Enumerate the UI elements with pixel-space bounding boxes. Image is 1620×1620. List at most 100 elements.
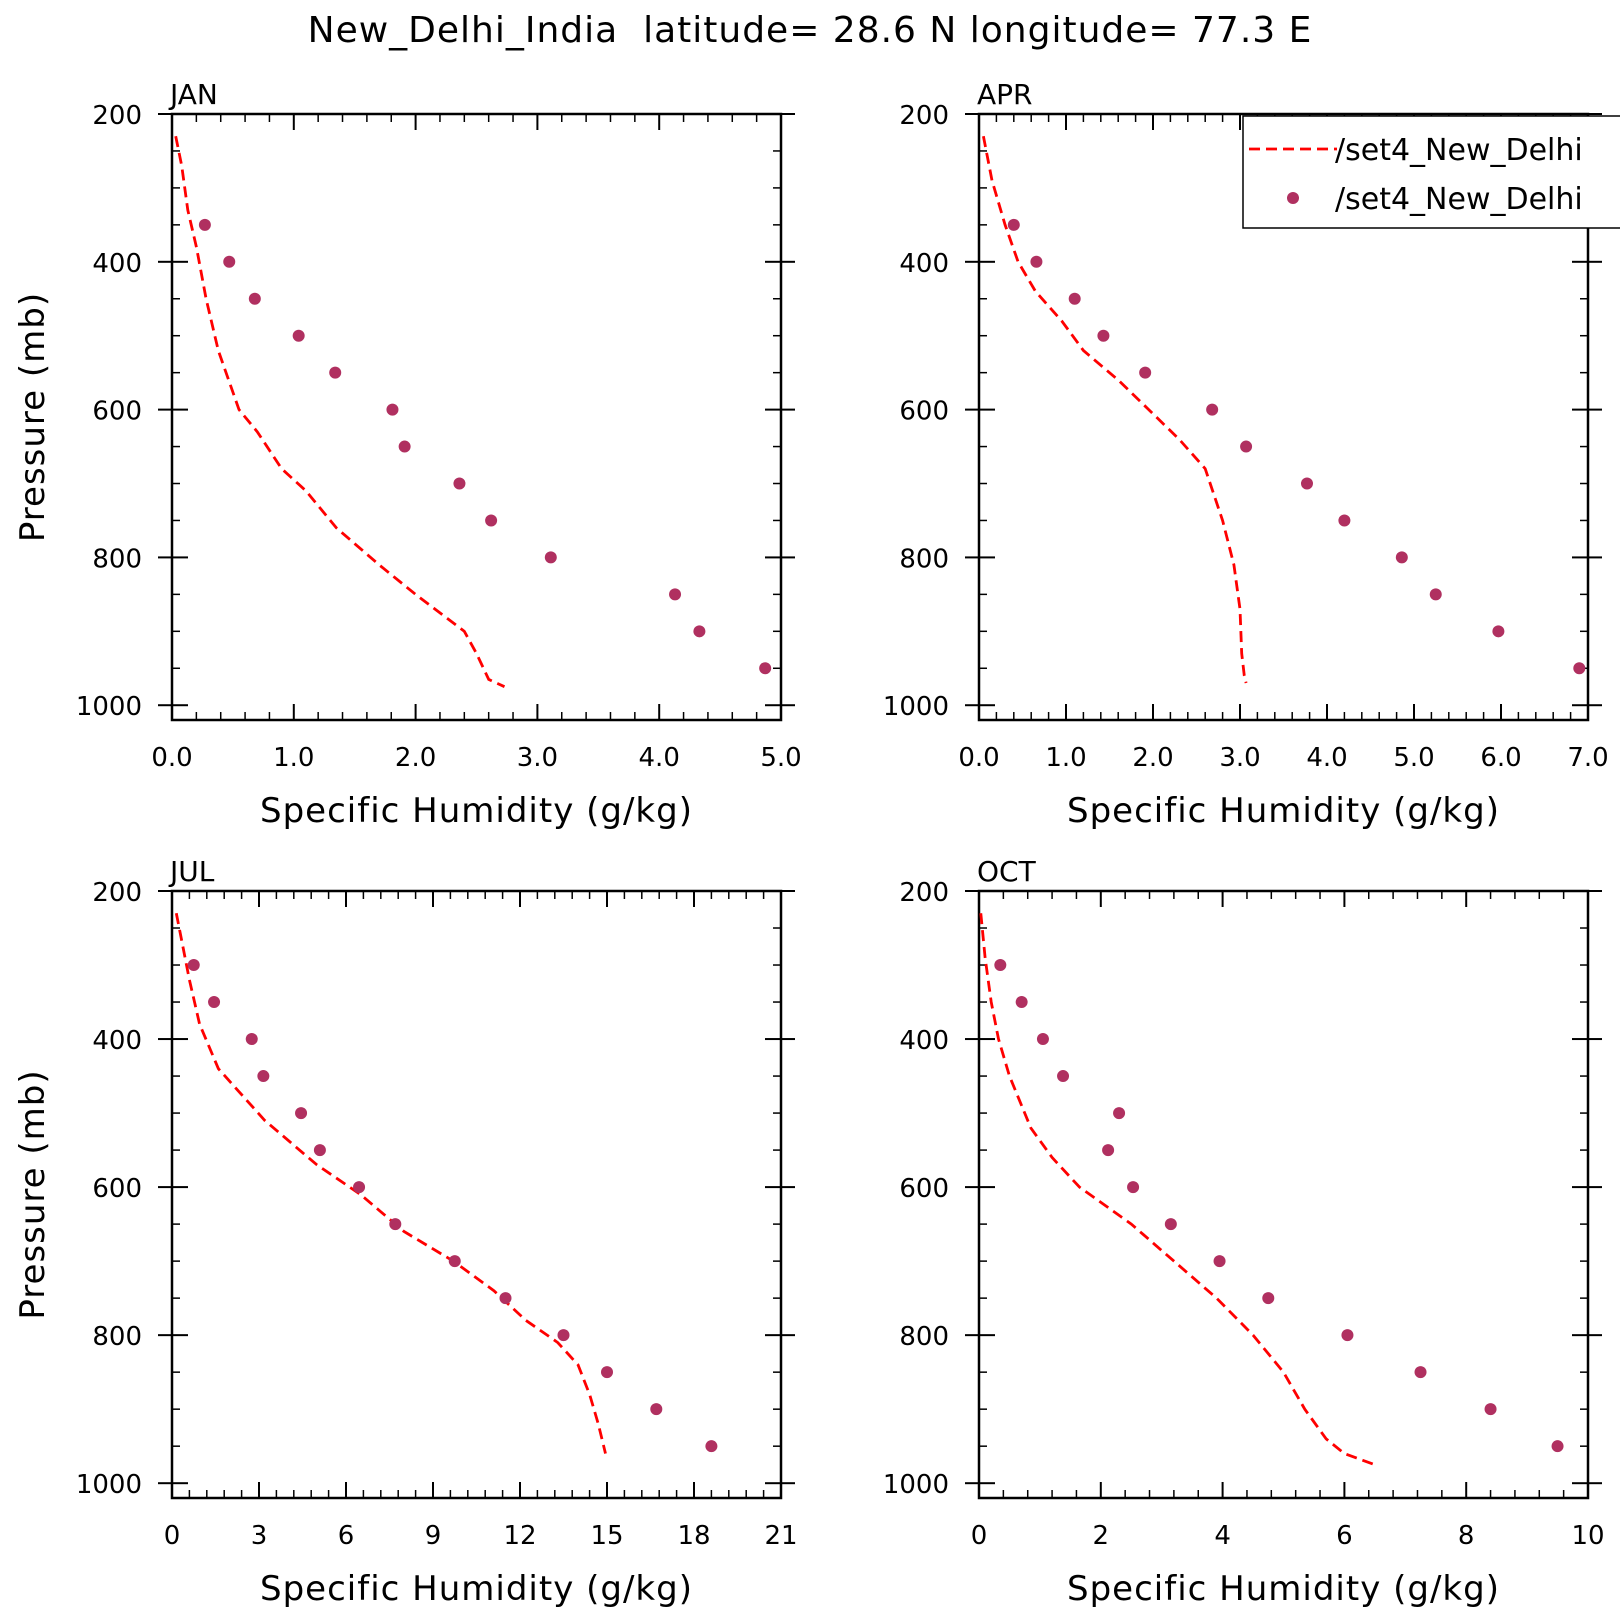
x-tick-label: 0.0 [151, 743, 192, 773]
x-tick-label: 12 [503, 1521, 536, 1551]
x-tick-label: 1.0 [273, 743, 314, 773]
x-tick-label: 5.0 [760, 743, 801, 773]
legend-label: /set4_New_Delhi [1335, 182, 1583, 217]
observation-point [223, 255, 236, 268]
y-tick-label: 800 [92, 1322, 142, 1352]
y-tick-label: 800 [92, 544, 142, 574]
x-tick-label: 3.0 [517, 743, 558, 773]
y-axis-label: Pressure (mb) [13, 1069, 53, 1319]
y-tick-label: 800 [899, 1322, 949, 1352]
y-tick-label: 400 [899, 1026, 949, 1056]
observation-point [1113, 1107, 1126, 1120]
model-profile-line [979, 913, 1376, 1467]
panel-label: APR [977, 78, 1033, 111]
x-tick-label: 2.0 [1132, 743, 1173, 773]
observation-point [1484, 1403, 1497, 1416]
y-tick-label: 1000 [76, 692, 142, 722]
x-tick-label: 6.0 [1480, 743, 1521, 773]
y-tick-label: 1000 [883, 1470, 949, 1500]
observation-point [353, 1181, 366, 1194]
observation-point [1097, 329, 1110, 342]
y-tick-label: 600 [92, 1174, 142, 1204]
y-tick-label: 400 [92, 1026, 142, 1056]
observation-point [1036, 1033, 1049, 1046]
y-tick-label: 600 [899, 1174, 949, 1204]
plot-frame [977, 112, 1590, 722]
observation-point [1573, 662, 1586, 675]
y-tick-label: 200 [899, 878, 949, 908]
legend-box [1242, 115, 1620, 229]
observation-point [245, 1033, 258, 1046]
observation-point [601, 1366, 613, 1379]
model-profile-line [174, 135, 506, 688]
observation-point [313, 1144, 326, 1157]
x-tick-label: 8 [1458, 1521, 1475, 1551]
x-tick-label: 2.0 [395, 743, 436, 773]
observation-point [1068, 292, 1081, 305]
observation-point [1057, 1070, 1070, 1083]
observation-point [557, 1329, 570, 1342]
legend: /set4_New_Delhi/set4_New_Delhi [1242, 115, 1620, 229]
observation-point [1007, 218, 1020, 231]
x-tick-label: 3.0 [1219, 743, 1260, 773]
y-tick-label: 1000 [76, 1470, 142, 1500]
x-tick-label: 18 [677, 1521, 710, 1551]
y-tick-label: 600 [92, 397, 142, 427]
observation-point [759, 662, 772, 675]
x-tick-label: 6 [1336, 1521, 1353, 1551]
observation-point [1240, 440, 1253, 453]
y-tick-label: 800 [899, 544, 949, 574]
observation-point [650, 1403, 663, 1416]
observation-point [198, 218, 211, 231]
observation-point [499, 1292, 512, 1305]
figure-title: New_Delhi_India latitude= 28.6 N longitu… [308, 10, 1313, 51]
observation-point [1338, 514, 1351, 527]
panel-oct: OCT 0 2 4 6 8 10 200 400 600 800 1000 Specific Humid… [883, 855, 1605, 1609]
observation-point [1551, 1440, 1564, 1453]
y-axis-label: Pressure (mb) [13, 292, 53, 542]
plot-frame [977, 889, 1590, 1500]
observation-point [705, 1440, 718, 1453]
x-tick-label: 9 [425, 1521, 442, 1551]
x-axis-label: Specific Humidity (g/kg) [260, 791, 693, 831]
plot-frame [170, 112, 783, 722]
x-tick-label: 4.0 [1306, 743, 1347, 773]
x-tick-label: 4 [1214, 1521, 1231, 1551]
x-tick-label: 3 [251, 1521, 268, 1551]
observation-point [693, 625, 706, 638]
y-tick-label: 400 [92, 249, 142, 279]
x-tick-label: 0 [971, 1521, 988, 1551]
panel-label: JUL [168, 855, 215, 888]
x-tick-label: 1.0 [1045, 743, 1086, 773]
observation-point [1139, 366, 1152, 379]
model-profile-line [174, 912, 607, 1454]
observation-point [669, 588, 682, 601]
panel-jan: JAN 0.0 1.0 2.0 3.0 4.0 5.0 200 400 600 800 1000 Spe… [13, 78, 802, 831]
x-tick-label: 6 [338, 1521, 355, 1551]
observation-point [448, 1255, 461, 1268]
observation-point [994, 959, 1007, 972]
observation-point [187, 959, 200, 972]
panel-jul: JUL 0 3 6 9 12 15 18 21 200 400 600 800 1000 Specific … [13, 855, 798, 1609]
observation-point [544, 551, 557, 564]
model-profile-line [982, 135, 1248, 684]
observation-point [386, 403, 399, 416]
observation-point [248, 292, 261, 305]
observation-point [1429, 588, 1442, 601]
panel-label: OCT [977, 855, 1037, 888]
y-tick-label: 400 [899, 249, 949, 279]
observation-point [1213, 1255, 1226, 1268]
observation-point [453, 477, 466, 490]
x-tick-label: 0.0 [958, 743, 999, 773]
y-tick-label: 200 [92, 101, 142, 131]
observation-point [1030, 255, 1043, 268]
observation-point [257, 1070, 270, 1083]
panel-label: JAN [168, 78, 218, 111]
observation-point [1395, 551, 1408, 564]
x-tick-label: 15 [590, 1521, 623, 1551]
x-axis-label: Specific Humidity (g/kg) [1067, 791, 1500, 831]
observation-point [1015, 996, 1028, 1009]
x-axis-label: Specific Humidity (g/kg) [1067, 1569, 1500, 1609]
y-tick-label: 200 [92, 878, 142, 908]
